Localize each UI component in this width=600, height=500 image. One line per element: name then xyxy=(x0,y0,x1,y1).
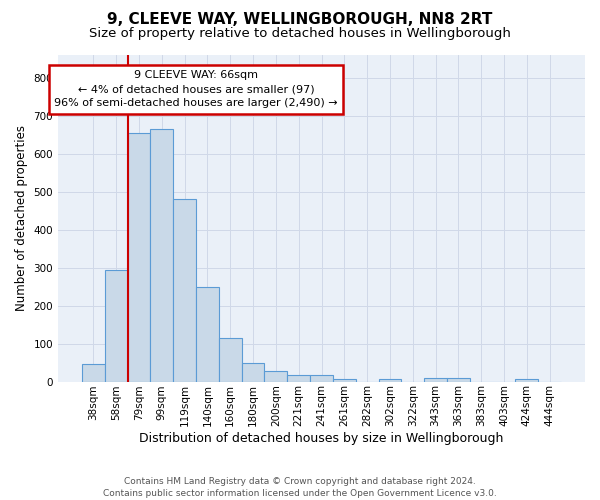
Bar xyxy=(265,372,287,382)
Bar xyxy=(333,379,356,382)
Bar xyxy=(219,338,242,382)
Text: 9 CLEEVE WAY: 66sqm
← 4% of detached houses are smaller (97)
96% of semi-detache: 9 CLEEVE WAY: 66sqm ← 4% of detached hou… xyxy=(54,70,338,108)
Bar xyxy=(447,378,470,382)
Bar xyxy=(515,378,538,382)
Bar xyxy=(82,364,105,382)
Bar xyxy=(424,378,447,382)
Bar xyxy=(196,286,219,382)
Text: 9, CLEEVE WAY, WELLINGBOROUGH, NN8 2RT: 9, CLEEVE WAY, WELLINGBOROUGH, NN8 2RT xyxy=(107,12,493,28)
Text: Contains HM Land Registry data © Crown copyright and database right 2024.
Contai: Contains HM Land Registry data © Crown c… xyxy=(103,476,497,498)
X-axis label: Distribution of detached houses by size in Wellingborough: Distribution of detached houses by size … xyxy=(139,432,504,445)
Bar xyxy=(105,270,128,382)
Bar xyxy=(242,362,265,382)
Text: Size of property relative to detached houses in Wellingborough: Size of property relative to detached ho… xyxy=(89,28,511,40)
Bar xyxy=(128,133,151,382)
Bar xyxy=(310,376,333,382)
Bar xyxy=(287,376,310,382)
Bar xyxy=(379,378,401,382)
Bar xyxy=(173,200,196,382)
Y-axis label: Number of detached properties: Number of detached properties xyxy=(15,126,28,312)
Bar xyxy=(151,129,173,382)
